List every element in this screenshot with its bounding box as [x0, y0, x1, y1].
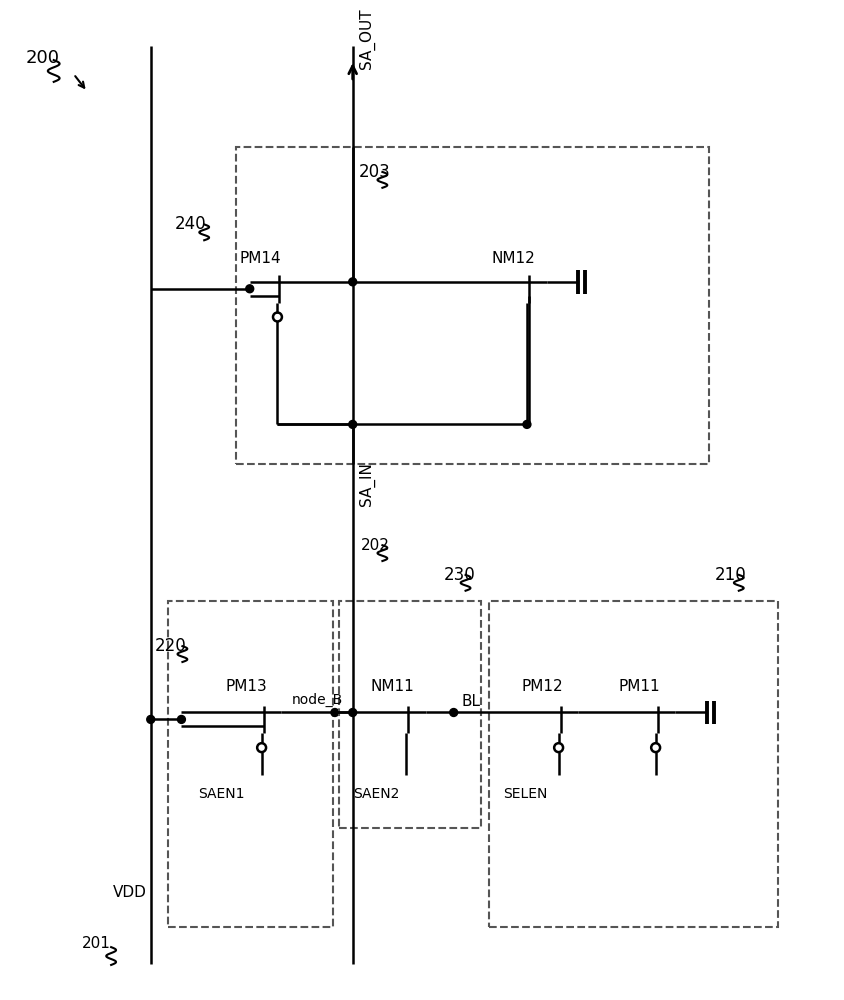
Bar: [338, 601, 481, 828]
Text: PM14: PM14: [240, 251, 281, 266]
Circle shape: [349, 420, 357, 428]
Text: SAEN2: SAEN2: [353, 787, 399, 801]
Circle shape: [147, 715, 154, 723]
Bar: [490, 601, 778, 927]
Circle shape: [246, 285, 254, 293]
Circle shape: [349, 278, 357, 286]
Circle shape: [331, 709, 338, 716]
Text: PM13: PM13: [226, 679, 268, 694]
Text: 230: 230: [444, 566, 475, 584]
Text: 200: 200: [26, 49, 60, 67]
Text: node_B: node_B: [291, 693, 343, 707]
Bar: [168, 601, 333, 927]
Text: SELEN: SELEN: [503, 787, 548, 801]
Text: 203: 203: [359, 163, 391, 181]
Bar: [235, 147, 709, 464]
Text: SAEN1: SAEN1: [198, 787, 245, 801]
Text: SA_IN: SA_IN: [359, 462, 375, 506]
Circle shape: [450, 709, 457, 716]
Circle shape: [349, 709, 357, 716]
Circle shape: [523, 420, 531, 428]
Text: PM12: PM12: [521, 679, 563, 694]
Text: PM11: PM11: [618, 679, 660, 694]
Text: 220: 220: [154, 637, 187, 655]
Text: SA_OUT: SA_OUT: [359, 8, 375, 69]
Circle shape: [177, 715, 186, 723]
Text: 202: 202: [360, 538, 389, 553]
Text: NM11: NM11: [371, 679, 414, 694]
Text: 201: 201: [81, 936, 111, 951]
Text: BL: BL: [462, 694, 480, 709]
Text: NM12: NM12: [491, 251, 535, 266]
Text: VDD: VDD: [113, 885, 147, 900]
Text: 240: 240: [175, 215, 206, 233]
Text: 210: 210: [715, 566, 747, 584]
